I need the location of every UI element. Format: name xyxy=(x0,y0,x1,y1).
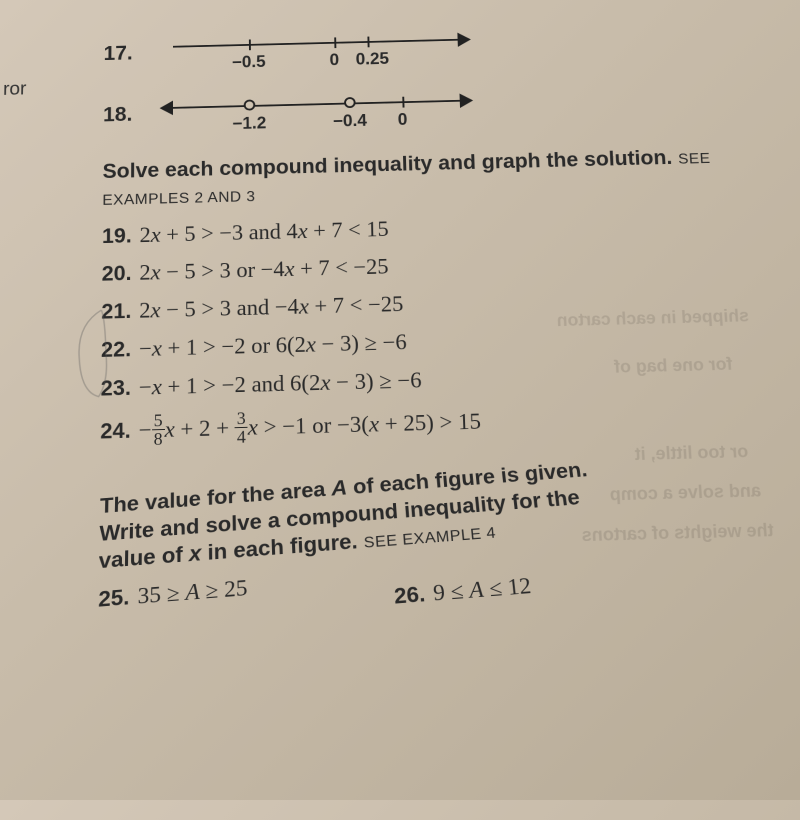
expr: + 7 < 15 xyxy=(307,217,388,242)
instruction-text: Solve each compound inequality and graph… xyxy=(102,143,750,212)
number-line-18: −1.2 −0.4 0 xyxy=(144,90,489,135)
expr: − 3) ≥ −6 xyxy=(316,330,407,356)
question-number-17: 17. xyxy=(104,41,133,65)
number-line-17: −0.5 0 0.25 xyxy=(144,29,487,73)
x-var: x xyxy=(189,541,202,566)
problem-20: 20.2x − 5 > 3 or −4x + 7 < −25 xyxy=(102,246,756,287)
expr: + 7 < −25 xyxy=(294,255,388,281)
tick-label: 0 xyxy=(397,110,407,129)
expr: 2 xyxy=(139,223,150,247)
question-number: 24. xyxy=(100,418,131,444)
expr: + 7 < −25 xyxy=(309,292,404,318)
expr: ≥ 25 xyxy=(200,575,248,603)
fraction: 34 xyxy=(235,409,248,446)
expr: + 2 + xyxy=(175,415,235,441)
question-number-18: 18. xyxy=(103,102,132,126)
question-number: 20. xyxy=(102,261,132,286)
expr: 35 ≥ xyxy=(137,580,185,608)
see-examples: SEE EXAMPLE 4 xyxy=(363,525,496,552)
instr-part: value of xyxy=(98,542,189,573)
problem-19: 19.2x + 5 > −3 and 4x + 7 < 15 xyxy=(102,208,753,249)
problem-26: 26.9 ≤ A ≤ 12 xyxy=(393,573,532,609)
question-number: 25. xyxy=(98,585,130,613)
expr: ≤ 12 xyxy=(482,573,532,601)
tick-label: −1.2 xyxy=(232,114,266,134)
expr: 2 xyxy=(139,299,150,323)
question-number: 19. xyxy=(102,224,132,249)
problem-25: 25.35 ≥ A ≥ 25 xyxy=(98,575,248,612)
question-number: 26. xyxy=(393,581,426,609)
expr: + 1 > −2 or 6(2 xyxy=(162,333,306,361)
instruction-bold: Solve each compound inequality and graph… xyxy=(102,146,672,183)
margin-cutoff-text: ror xyxy=(3,79,27,100)
expr: 9 ≤ xyxy=(432,578,470,605)
expr: + 25) > 15 xyxy=(379,409,482,436)
bleed-text: for one bag of xyxy=(614,354,733,377)
expr: > −1 or −3( xyxy=(258,412,369,439)
area-var: A xyxy=(331,476,348,501)
tick-label: −0.5 xyxy=(232,53,266,73)
expr: + 5 > −3 and 4 xyxy=(161,220,298,247)
tick-label: −0.4 xyxy=(333,111,367,131)
expr: − 5 > 3 and −4 xyxy=(160,295,299,322)
tick-label: 0.25 xyxy=(355,49,389,69)
fraction: 58 xyxy=(152,412,165,449)
expr: + 1 > −2 and 6(2 xyxy=(162,371,321,399)
area-var: A xyxy=(185,579,199,605)
expr: − xyxy=(139,337,152,361)
expr: − 5 > 3 or −4 xyxy=(161,257,285,284)
expr: 2 xyxy=(139,261,150,285)
pencil-annotation xyxy=(71,305,116,402)
tick-label: 0 xyxy=(329,51,339,70)
expr: − 3) ≥ −6 xyxy=(330,368,422,395)
expr: − xyxy=(139,375,152,400)
